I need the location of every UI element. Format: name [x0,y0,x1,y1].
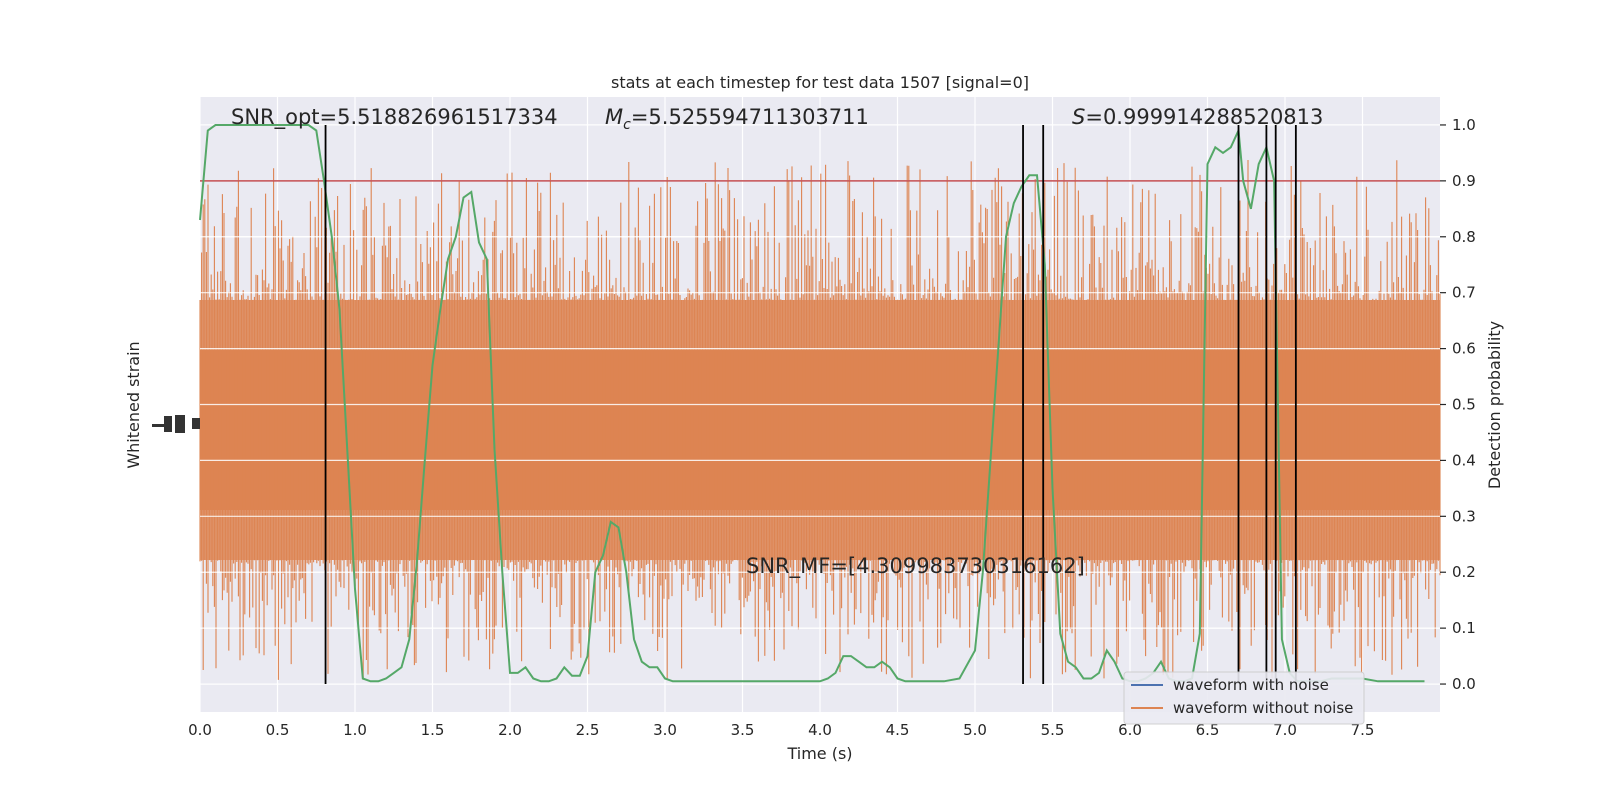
x-ticks: 0.0 0.5 1.0 1.5 2.0 2.5 3.0 3.5 4.0 4.5 5.0 5.5 6.0 6… [188,721,1374,739]
x-tick-label: 4.5 [886,721,910,739]
x-tick-label: 1.0 [343,721,367,739]
x-tick-label: 2.0 [498,721,522,739]
y-tick-label: 0.6 [1452,340,1476,358]
y-tick-label: 0.9 [1452,172,1476,190]
snr-opt-annotation: SNR_opt=5.518826961517334 [231,105,558,130]
x-tick-label: 6.5 [1196,721,1220,739]
legend-label-with-noise: waveform with noise [1173,676,1329,694]
x-tick-label: 6.0 [1118,721,1142,739]
x-tick-label: 3.5 [731,721,755,739]
x-tick-label: 4.0 [808,721,832,739]
noise-band-series [199,160,1441,680]
grid-overlay [200,124,1440,685]
x-tick-label: 5.0 [963,721,987,739]
legend-label-without-noise: waveform without noise [1173,699,1353,717]
y-tick-label: 0.7 [1452,284,1476,302]
y-axis-label-right: Detection probability [1485,321,1504,489]
detection-probability-series [199,124,1425,683]
y-tick-label: 0.1 [1452,619,1476,637]
y-tick-label: 0.2 [1452,563,1476,581]
y-tick-label: 0.8 [1452,228,1476,246]
x-tick-label: 1.5 [421,721,445,739]
y-axis-label-left: Whitened strain [124,341,143,468]
y-tick-label: 0.4 [1452,451,1476,469]
x-tick-label: 2.5 [576,721,600,739]
legend-box [1123,671,1365,725]
x-tick-label: 0.0 [188,721,212,739]
x-tick-label: 0.5 [266,721,290,739]
x-tick-label: 7.5 [1351,721,1375,739]
chart-title: stats at each timestep for test data 150… [611,73,1029,92]
y-tick-label: 0.3 [1452,507,1476,525]
x-tick-label: 3.0 [653,721,677,739]
probability-line [199,124,1425,683]
y-ticks-right: 0.0 0.1 0.2 0.3 0.4 0.5 0.6 0.7 0.8 0.9 1.0 [1440,116,1476,693]
y-tick-label: 1.0 [1452,116,1476,134]
legend: waveform with noise waveform without noi… [1123,671,1365,725]
x-axis-label: Time (s) [786,744,852,763]
y-tick-label: 0.5 [1452,396,1476,414]
detection-vlines [324,124,1297,685]
left-axis-overlapping-ticks [152,415,200,433]
y-tick-label: 0.0 [1452,675,1476,693]
chirp-mass-annotation: Mc=5.525594711303711 [605,105,869,133]
x-tick-label: 5.5 [1041,721,1065,739]
x-tick-label: 7.0 [1273,721,1297,739]
score-annotation: S=0.999914288520813 [1072,105,1323,129]
snr-mf-annotation: SNR_MF=[4.309983730316162] [746,554,1085,579]
